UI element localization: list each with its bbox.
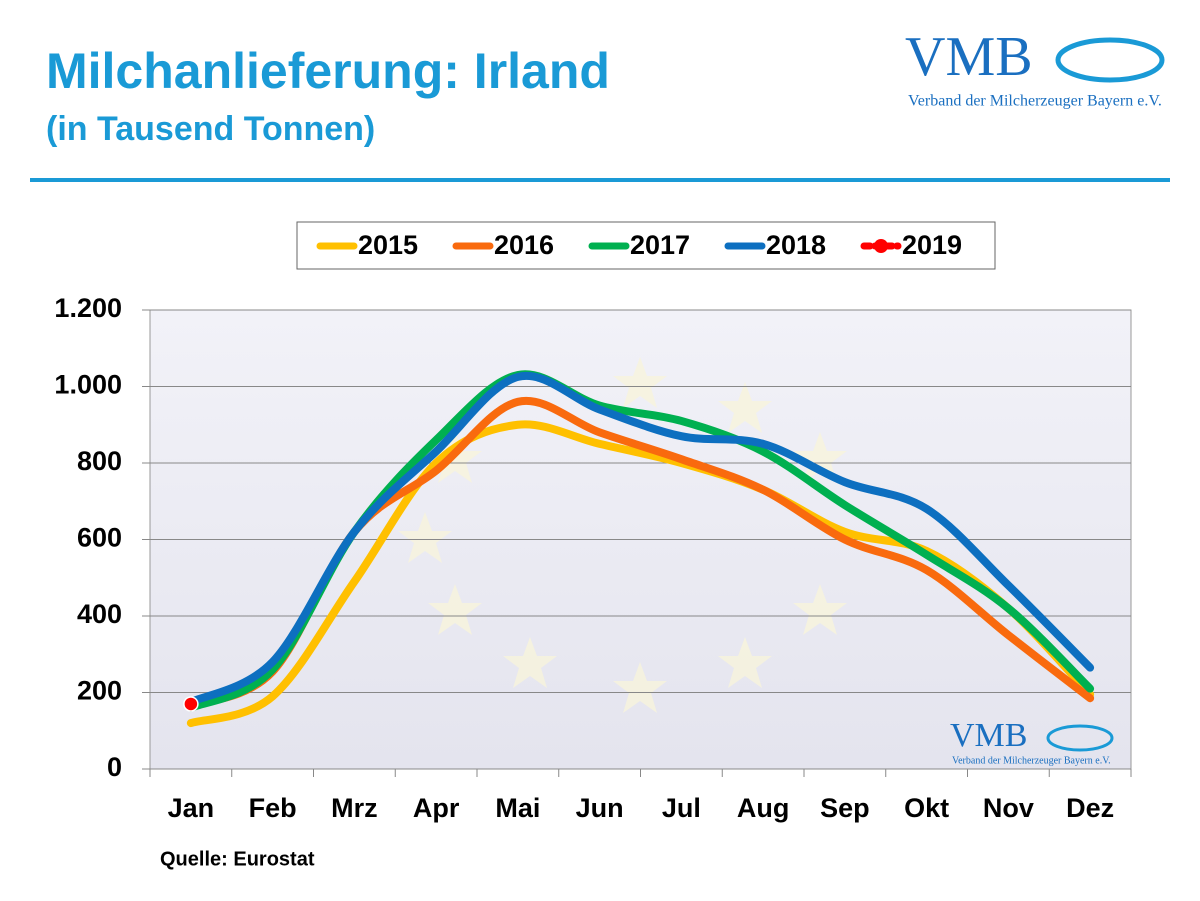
x-tick-label: Nov: [983, 793, 1034, 823]
x-tick-label: Sep: [820, 793, 870, 823]
y-tick-label: 200: [77, 676, 122, 706]
series-marker: [183, 696, 199, 712]
x-tick-label: Dez: [1066, 793, 1114, 823]
series-line: [186, 420, 1095, 728]
legend-label: 2019: [902, 230, 962, 260]
x-tick-label: Feb: [249, 793, 297, 823]
legend-label: 2018: [766, 230, 826, 260]
y-tick-label: 1.200: [54, 293, 122, 323]
legend-label: 2017: [630, 230, 690, 260]
x-tick-label: Okt: [904, 793, 949, 823]
x-tick-label: Jul: [662, 793, 701, 823]
legend-label: 2016: [494, 230, 554, 260]
legend-label: 2015: [358, 230, 418, 260]
logo-name: VMB: [950, 717, 1027, 754]
source: Quelle: Eurostat: [160, 848, 315, 870]
logo-icon: [1055, 37, 1165, 83]
x-tick-label: Mai: [495, 793, 540, 823]
y-tick-label: 400: [77, 599, 122, 629]
x-tick-label: Apr: [413, 793, 460, 823]
chart-subtitle: (in Tausend Tonnen): [46, 110, 375, 148]
x-tick-label: Aug: [737, 793, 789, 823]
y-tick-label: 800: [77, 446, 122, 476]
y-tick-label: 0: [107, 752, 122, 782]
legend-marker: [874, 239, 888, 253]
header-rule: [30, 178, 1170, 182]
logo-icon: [1046, 724, 1114, 752]
x-tick-label: Jan: [168, 793, 215, 823]
x-tick-label: Mrz: [331, 793, 378, 823]
logo-tagline: Verband der Milcherzeuger Bayern e.V.: [908, 93, 1162, 110]
y-tick-label: 1.000: [54, 370, 122, 400]
logo-tagline: Verband der Milcherzeuger Bayern e.V.: [952, 755, 1111, 766]
chart-title: Milchanlieferung: Irland: [46, 43, 610, 99]
y-tick-label: 600: [77, 523, 122, 553]
series-line: [186, 371, 1095, 707]
logo-name: VMB: [905, 26, 1033, 88]
x-tick-label: Jun: [576, 793, 624, 823]
